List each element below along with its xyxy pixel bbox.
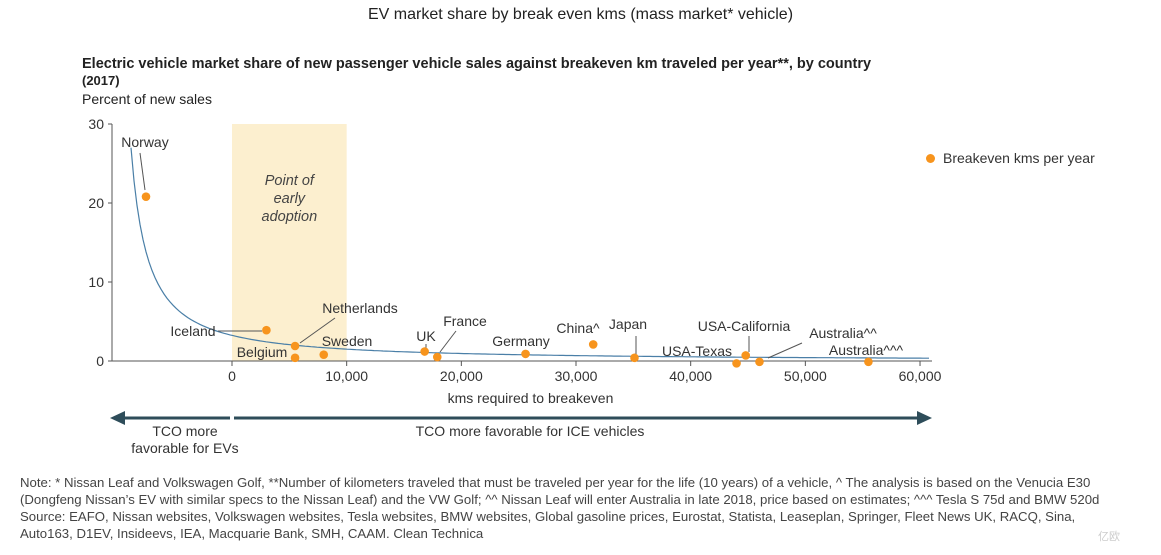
source-line: Source: EAFO, Nissan websites, Volkswage…: [20, 509, 1076, 524]
y-tick-label: 0: [96, 353, 104, 369]
note-line: Note: * Nissan Leaf and Volkswagen Golf,…: [20, 475, 1091, 490]
x-tick-label: 50,000: [784, 368, 827, 384]
point-label: USA-Texas: [662, 343, 732, 359]
data-point: [290, 341, 300, 351]
watermark: 亿欧: [1098, 531, 1120, 543]
point-label: Norway: [121, 134, 168, 150]
data-point: [755, 357, 764, 367]
point-label: USA-California: [698, 318, 791, 334]
data-point: [432, 352, 442, 362]
tco-ice-label: TCO more favorable for ICE vehicles: [415, 423, 645, 439]
point-label: Iceland: [170, 323, 215, 339]
tco-ev-label-line1: TCO more: [152, 423, 218, 439]
data-point: [420, 347, 429, 356]
x-tick-label: 20,000: [440, 368, 483, 384]
leader-line: [299, 317, 336, 344]
leader-line: [767, 342, 803, 359]
point-label: UK: [416, 328, 436, 344]
x-tick-label: 0: [228, 368, 236, 384]
chart-title-year: (2017): [82, 73, 120, 88]
trend-curve: [130, 147, 929, 359]
left-arrowhead-icon: [110, 411, 125, 425]
data-point: [864, 357, 873, 367]
x-axis-label: kms required to breakeven: [447, 390, 614, 406]
leader-line: [439, 330, 457, 353]
data-point: [141, 192, 151, 201]
legend-marker: [926, 153, 935, 163]
data-point: [319, 350, 329, 359]
y-tick-label: 30: [88, 116, 104, 132]
note-line: (Dongfeng Nissan’s EV with similar specs…: [20, 492, 1100, 507]
point-labels: Norway Iceland Netherlands Belgium Sweden UK F…: [121, 134, 903, 360]
y-axis-label: Percent of new sales: [82, 91, 212, 107]
right-arrowhead-icon: [917, 411, 932, 425]
point-label: Netherlands: [322, 300, 398, 316]
data-point: [262, 325, 271, 335]
point-label: Japan: [609, 316, 647, 332]
y-tick-label: 20: [88, 195, 104, 211]
point-label: Sweden: [322, 333, 373, 349]
point-label: France: [443, 313, 487, 329]
early-adoption-label-3: adoption: [262, 209, 318, 225]
point-label: Germany: [492, 333, 550, 349]
data-point: [521, 349, 530, 359]
tco-arrows: [110, 410, 932, 426]
x-tick-label: 10,000: [325, 368, 368, 384]
point-label: China^: [556, 320, 600, 336]
x-axis-ticks: 0 10,000 20,000 30,000 40,000 50,000 60,000: [228, 361, 942, 384]
arrow-divider: [230, 410, 234, 426]
leader-line: [139, 152, 146, 191]
data-points: [141, 192, 873, 368]
source-line: Auto163, D1EV, Insideevs, IEA, Macquarie…: [20, 526, 484, 541]
data-point: [290, 353, 300, 363]
early-adoption-label-1: Point of: [265, 173, 316, 189]
x-tick-label: 60,000: [899, 368, 942, 384]
point-label: Australia^^: [809, 325, 877, 341]
legend: Breakeven kms per year: [926, 150, 1095, 166]
point-label: Belgium: [237, 344, 288, 360]
footnotes: Note: * Nissan Leaf and Volkswagen Golf,…: [20, 474, 1099, 542]
x-tick-label: 40,000: [669, 368, 712, 384]
data-point: [588, 340, 598, 349]
data-point: [630, 353, 639, 363]
legend-label: Breakeven kms per year: [943, 150, 1095, 166]
chart-title: Electric vehicle market share of new pas…: [82, 56, 872, 72]
y-tick-label: 10: [88, 274, 104, 290]
tco-ev-label-line2: favorable for EVs: [131, 440, 239, 456]
data-point: [741, 351, 751, 360]
x-tick-label: 30,000: [555, 368, 598, 384]
early-adoption-region: [232, 124, 347, 361]
early-adoption-label-2: early: [274, 191, 306, 207]
data-point: [732, 359, 741, 368]
page-title: EV market share by break even kms (mass …: [367, 6, 794, 23]
point-label: Australia^^^: [829, 342, 904, 358]
label-leader-lines: [139, 152, 803, 359]
y-axis-ticks: 0 10 20 30: [88, 116, 112, 369]
